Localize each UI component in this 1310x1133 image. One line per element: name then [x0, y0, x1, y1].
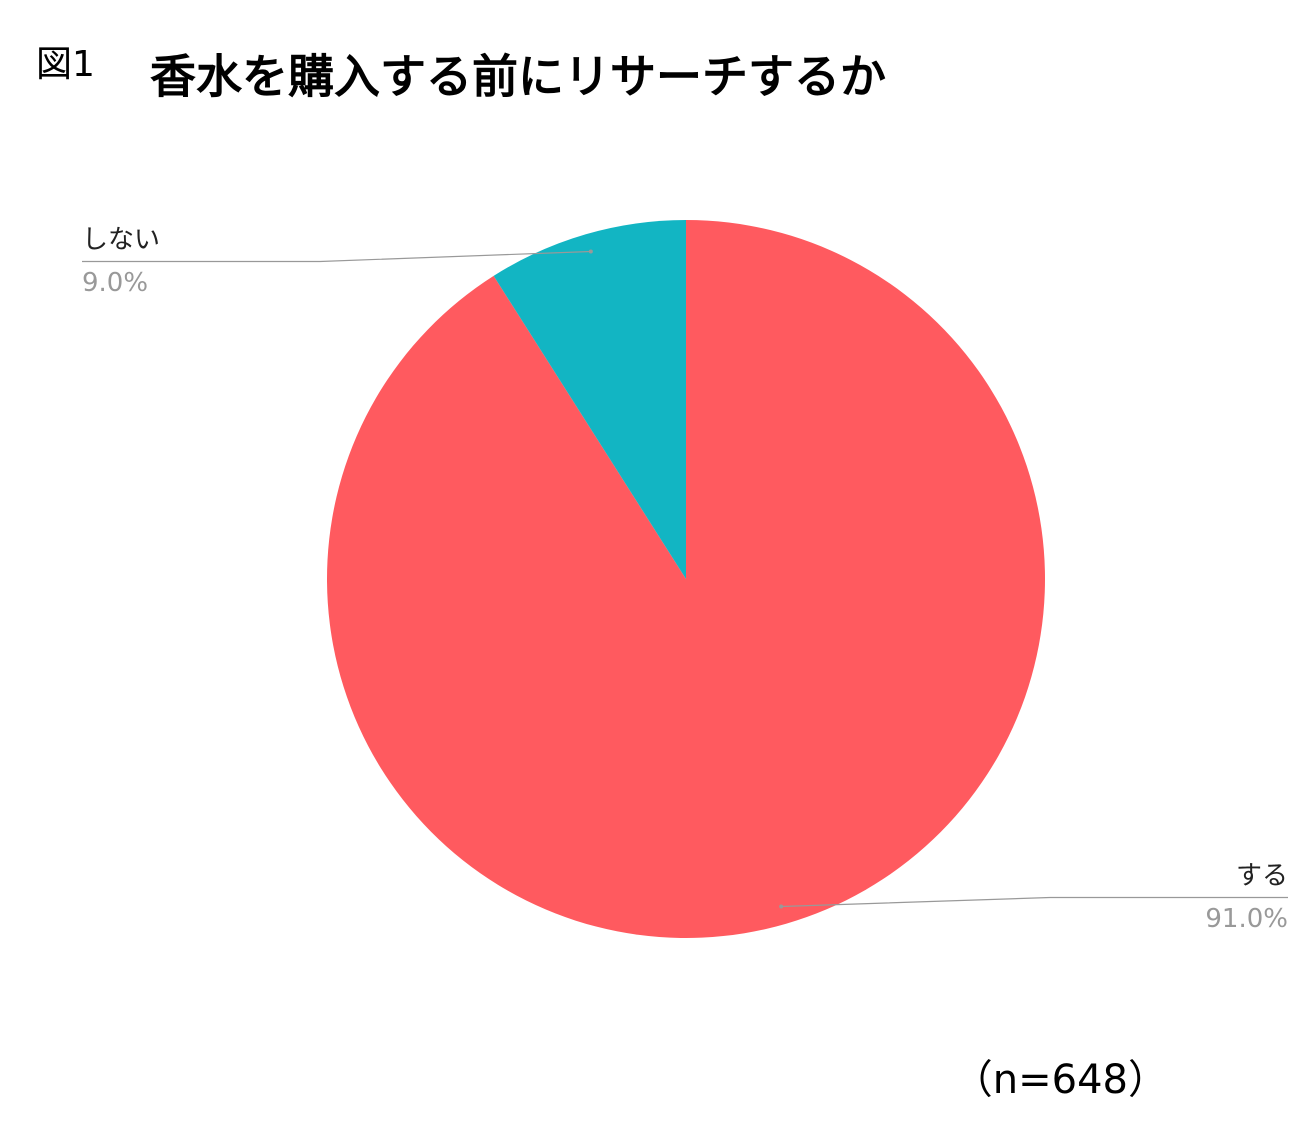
- leader-line: [82, 250, 591, 263]
- leader-line: [781, 896, 1288, 908]
- slice-value-label: 91.0%: [1205, 904, 1288, 934]
- sample-note: （n=648）: [953, 1057, 1168, 1103]
- leader-dot: [588, 249, 593, 254]
- figure-label: 図1: [36, 44, 95, 85]
- slice-label: しない: [82, 225, 160, 255]
- leader-dot: [779, 904, 784, 909]
- slice-label: する: [1236, 861, 1288, 891]
- slice-value-label: 9.0%: [82, 268, 148, 298]
- chart-title: 香水を購入する前にリサーチするか: [150, 50, 886, 104]
- pie-slice: [493, 220, 686, 579]
